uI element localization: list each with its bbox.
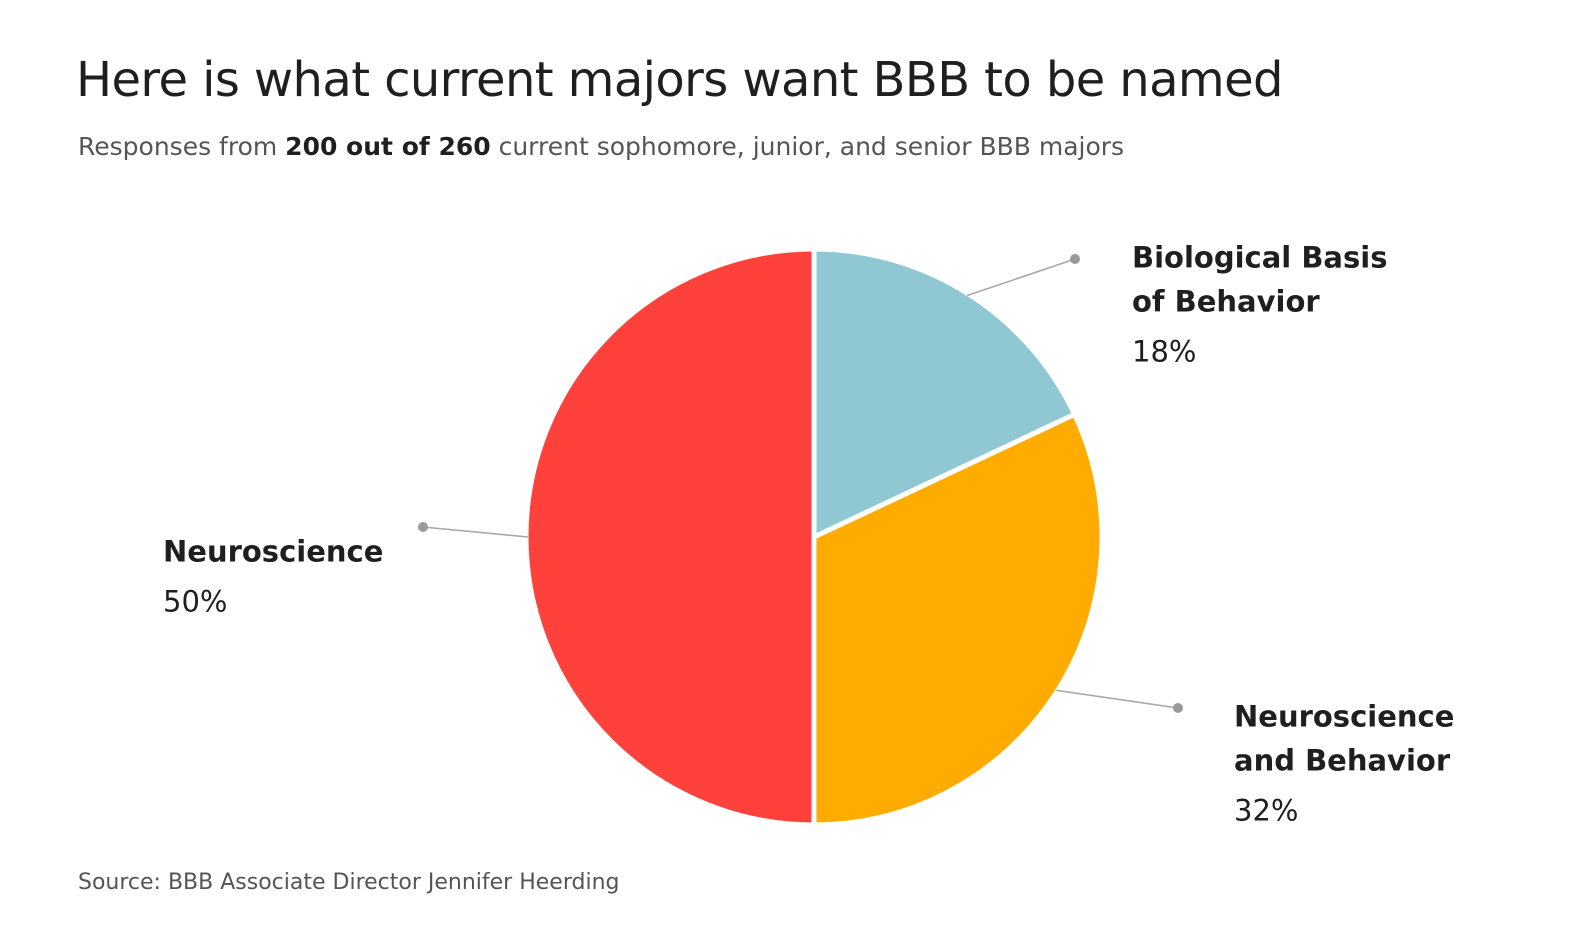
subtitle-prefix: Responses from: [78, 132, 286, 161]
leader-lines: [418, 254, 1183, 713]
leader-line-biological-basis-of-behavior: [966, 258, 1076, 297]
leader-line-neuroscience-and-behavior: [1055, 689, 1179, 709]
slice-value-neuroscience-and-behavior: 32%: [1234, 794, 1298, 828]
slice-label-neuroscience-and-behavior-line-2: and Behavior: [1234, 744, 1451, 778]
slice-label-biological-basis-of-behavior-line-2: of Behavior: [1132, 285, 1320, 319]
slice-label-neuroscience-line-1: Neuroscience: [163, 535, 383, 569]
pie-slice-neuroscience: [523, 246, 817, 828]
slice-value-neuroscience: 50%: [163, 585, 227, 619]
subtitle-response-count: 200 out of 260: [285, 132, 491, 161]
leader-line-neuroscience: [422, 526, 529, 538]
source-note: Source: BBB Associate Director Jennifer …: [78, 870, 620, 895]
pie-slice-biological-basis-of-behavior: [811, 246, 1078, 540]
slice-label-neuroscience-and-behavior-line-1: Neuroscience: [1234, 700, 1454, 734]
pie-slices: [523, 246, 1105, 828]
slice-value-biological-basis-of-behavior: 18%: [1132, 335, 1196, 369]
chart-subtitle: Responses from 200 out of 260 current so…: [78, 132, 1124, 161]
slice-labels: Biological Basis of Behavior 18% Neuroscien…: [163, 241, 1454, 828]
slice-label-biological-basis-of-behavior-line-1: Biological Basis: [1132, 241, 1387, 275]
leader-dot-neuroscience: [418, 522, 428, 532]
chart-title: Here is what current majors want BBB to …: [76, 52, 1283, 108]
subtitle-suffix: current sophomore, junior, and senior BB…: [490, 132, 1125, 161]
leader-dot-neuroscience-and-behavior: [1173, 703, 1183, 713]
leader-dot-biological-basis-of-behavior: [1070, 254, 1080, 264]
